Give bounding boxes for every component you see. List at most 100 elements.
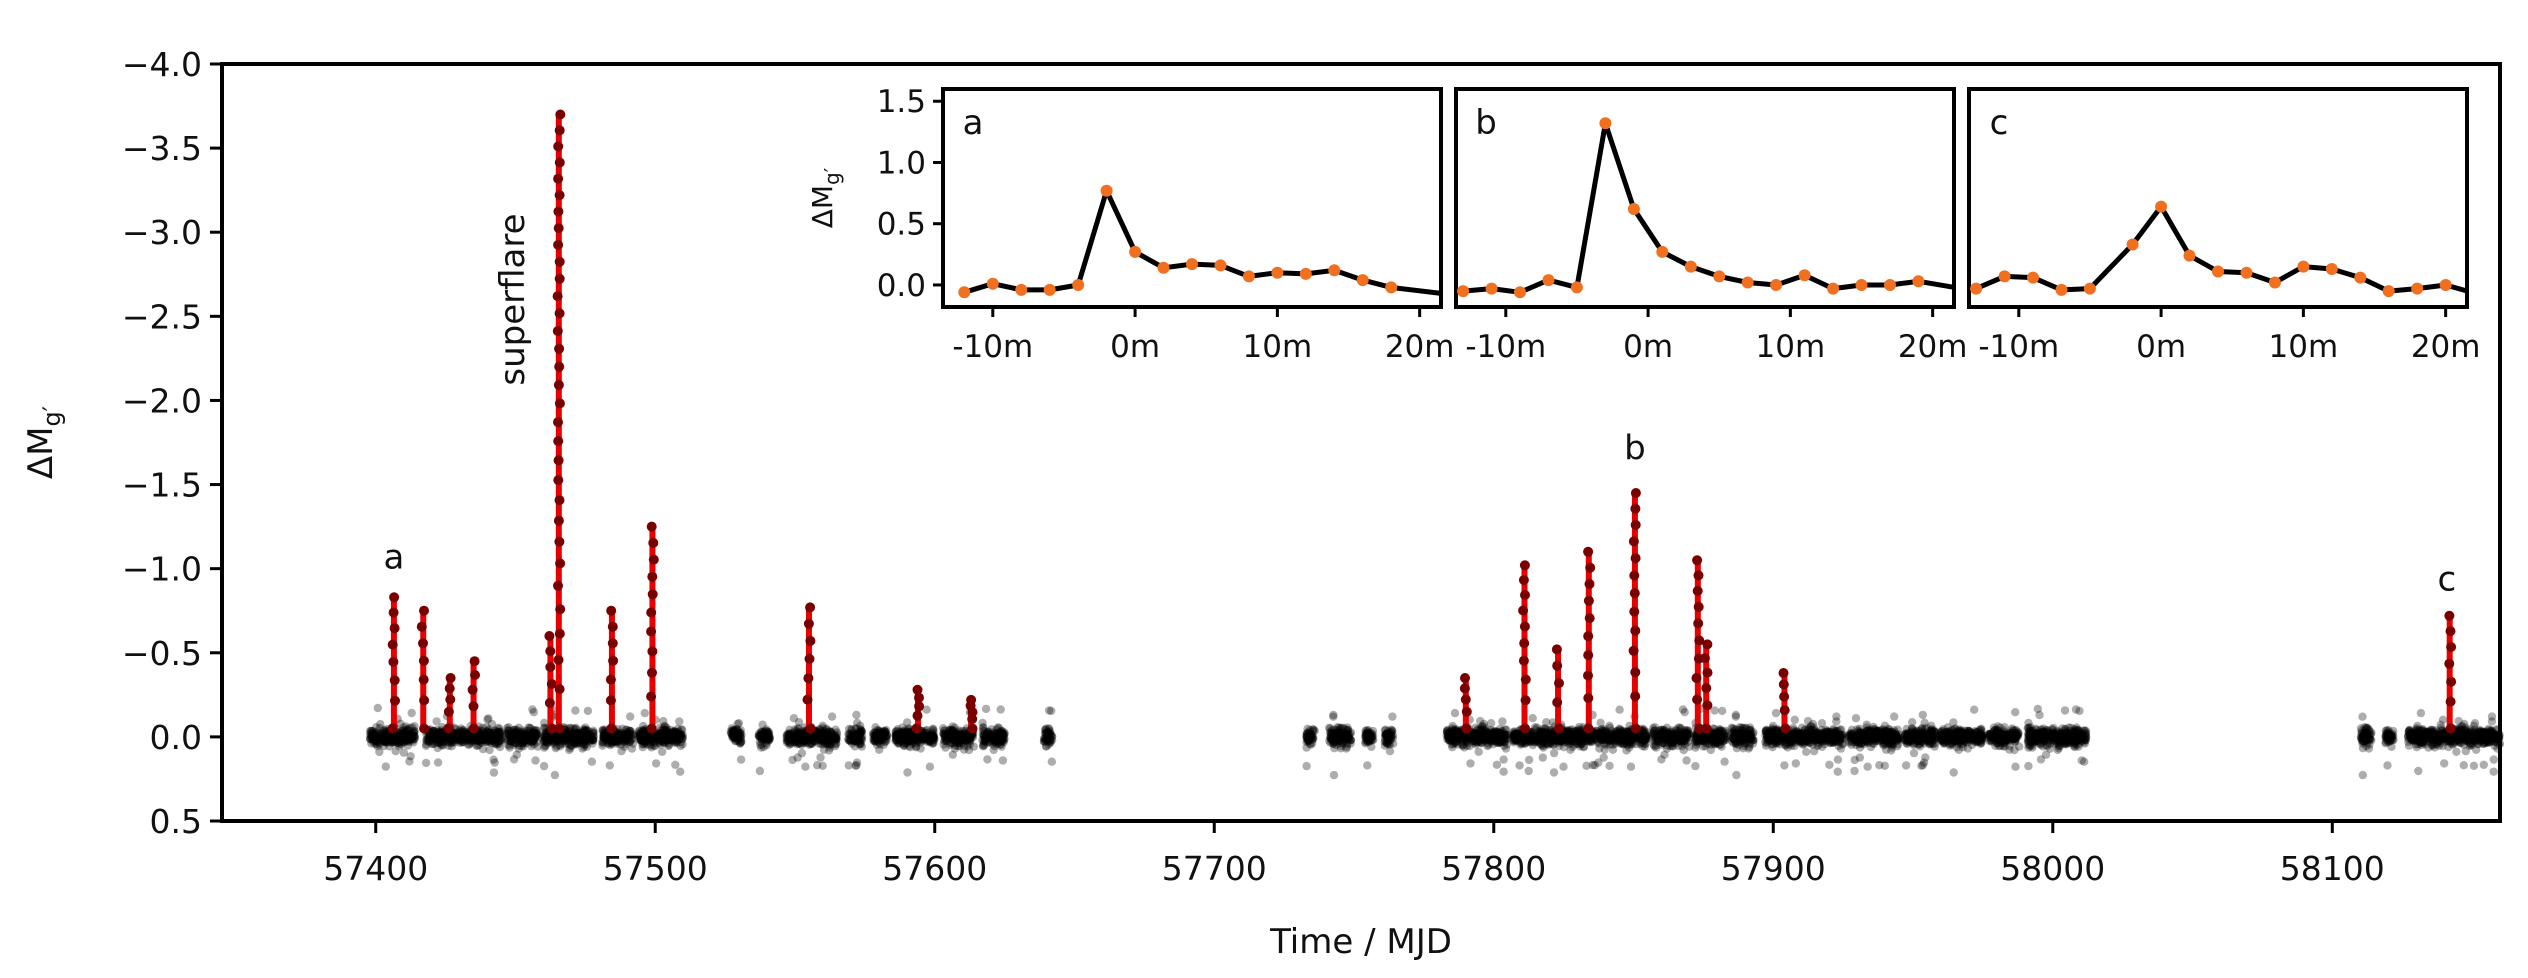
data-point — [433, 738, 443, 747]
data-point — [1615, 705, 1624, 714]
data-point — [393, 731, 402, 740]
data-point — [1524, 766, 1533, 776]
data-point — [399, 723, 408, 732]
data-point — [396, 738, 405, 747]
data-point — [1734, 732, 1744, 742]
data-point — [437, 734, 446, 744]
data-point — [382, 738, 391, 747]
data-point — [402, 737, 412, 746]
data-point — [1045, 736, 1054, 746]
data-point — [1047, 757, 1057, 766]
data-point — [407, 734, 417, 743]
data-point — [406, 732, 415, 741]
data-point — [424, 736, 433, 745]
data-point — [1499, 755, 1508, 764]
data-point — [456, 734, 466, 743]
data-point — [381, 735, 390, 745]
data-point — [921, 726, 931, 736]
data-point — [482, 732, 491, 741]
data-point — [539, 761, 549, 771]
data-point — [998, 756, 1008, 765]
data-point — [403, 726, 412, 735]
data-point — [488, 728, 498, 737]
data-point — [1494, 728, 1504, 738]
data-point — [432, 730, 441, 740]
data-point — [410, 726, 419, 736]
data-point — [442, 738, 451, 747]
data-point — [587, 757, 597, 766]
data-point — [376, 719, 385, 729]
data-point — [492, 730, 501, 739]
data-point — [438, 737, 447, 746]
data-point — [480, 732, 489, 741]
data-point — [477, 738, 486, 747]
data-point — [389, 735, 398, 744]
data-point — [458, 726, 467, 735]
data-point — [429, 726, 438, 735]
data-point — [476, 732, 486, 741]
data-point — [456, 731, 465, 740]
data-point — [827, 712, 837, 721]
data-point — [399, 748, 409, 757]
data-point — [1044, 724, 1053, 733]
data-point — [425, 732, 435, 742]
data-point — [435, 733, 445, 742]
observation-segment-7 — [754, 720, 774, 776]
data-point — [381, 734, 390, 743]
data-point — [380, 731, 389, 740]
data-point — [370, 729, 380, 738]
data-point — [367, 730, 376, 739]
data-point — [736, 731, 745, 741]
data-point — [475, 734, 485, 744]
data-point — [458, 732, 467, 741]
data-point — [396, 728, 405, 737]
data-point — [408, 736, 418, 745]
data-point — [379, 732, 389, 742]
data-point — [1339, 724, 1348, 733]
data-point — [400, 734, 410, 744]
data-point — [490, 726, 500, 735]
data-point — [432, 717, 441, 726]
data-point — [398, 731, 407, 740]
data-point — [400, 731, 410, 740]
data-point — [464, 740, 473, 749]
data-point — [1549, 748, 1559, 758]
data-point — [444, 732, 453, 742]
data-point — [370, 736, 379, 745]
observation-segment-19 — [1442, 708, 1512, 776]
data-point — [580, 740, 589, 749]
data-point — [490, 758, 499, 767]
data-point — [1588, 760, 1598, 770]
data-point — [902, 737, 912, 746]
data-point — [422, 736, 431, 746]
data-point — [472, 741, 481, 750]
data-point — [896, 730, 905, 739]
data-point — [1336, 734, 1345, 743]
data-point — [427, 739, 437, 749]
data-point — [492, 729, 501, 739]
data-point — [371, 737, 380, 746]
data-point — [450, 730, 459, 739]
data-point — [388, 738, 398, 747]
data-point — [473, 741, 482, 750]
data-point — [367, 726, 376, 736]
data-point — [435, 737, 444, 746]
data-point — [367, 739, 376, 748]
data-point — [389, 737, 398, 746]
data-point — [429, 726, 438, 736]
data-point — [806, 739, 815, 749]
data-point — [988, 734, 997, 743]
data-point — [388, 733, 397, 743]
data-point — [1486, 727, 1496, 736]
data-point — [444, 736, 453, 746]
data-point — [1329, 770, 1339, 780]
data-point — [490, 733, 499, 742]
data-point — [440, 733, 449, 742]
data-point — [1600, 745, 1609, 754]
data-point — [437, 740, 446, 749]
data-point — [1478, 731, 1487, 740]
data-point — [372, 737, 381, 746]
data-point — [371, 731, 380, 741]
data-point — [1383, 736, 1392, 746]
data-point — [368, 734, 377, 743]
